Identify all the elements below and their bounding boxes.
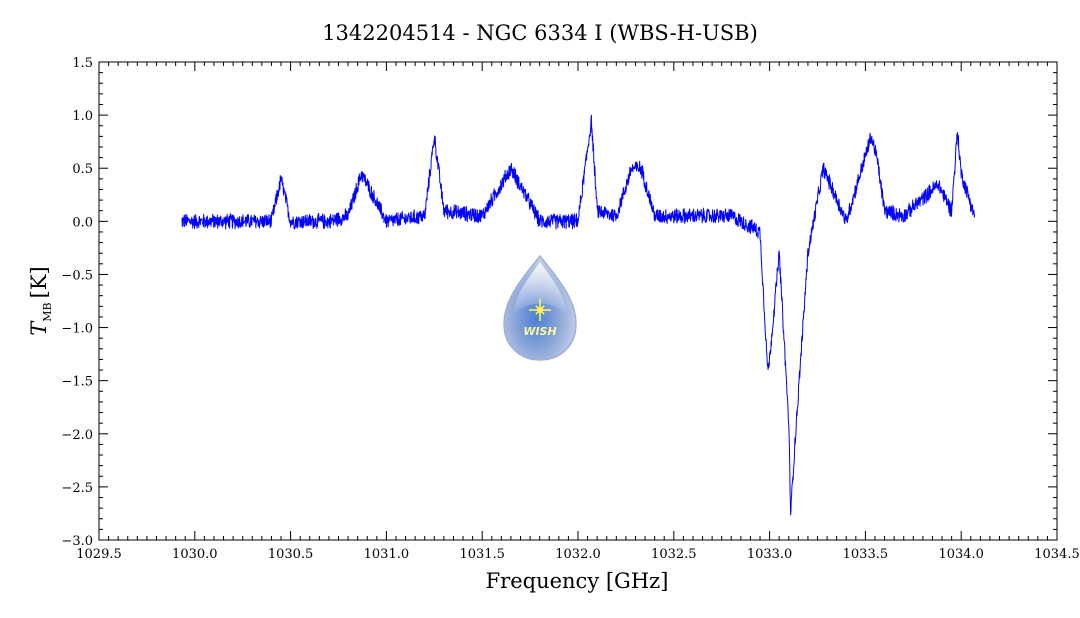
plot-frame <box>98 61 1058 541</box>
y-tick-label: −1.0 <box>61 322 93 337</box>
x-tick-label: 1032.0 <box>555 547 601 562</box>
y-tick-label: −2.0 <box>61 428 93 443</box>
x-axis: 1029.5 1030.0 1030.5 1031.0 1031.5 1032.0 1032… <box>76 62 1080 562</box>
y-axis-label-unit: [K] <box>27 266 51 298</box>
x-tick-label: 1032.5 <box>651 547 697 562</box>
y-axis-label-symbol: T <box>27 320 51 336</box>
y-axis-label-subscript: MB <box>41 302 54 321</box>
x-tick-label: 1034.5 <box>1034 547 1080 562</box>
x-tick-label: 1033.5 <box>843 547 889 562</box>
x-axis-label: Frequency [GHz] <box>486 569 669 593</box>
star-icon <box>529 299 551 321</box>
y-tick-label: −0.5 <box>61 268 93 283</box>
x-tick-label: 1030.5 <box>268 547 314 562</box>
y-tick-label: 1.5 <box>72 56 93 71</box>
svg-text:TMB[K]: TMB [K] <box>27 266 54 335</box>
wish-logo-text: WISH <box>523 325 556 338</box>
x-tick-label: 1030.0 <box>172 547 218 562</box>
y-tick-label: 0.5 <box>72 162 93 177</box>
y-axis: 1.5 1.0 0.5 0.0 −0.5 −1.0 −1.5 −2.0 −2.5 −3.0 <box>61 56 1057 549</box>
y-tick-label: −3.0 <box>61 534 93 549</box>
x-tick-label: 1031.0 <box>364 547 410 562</box>
x-tick-label: 1034.0 <box>938 547 984 562</box>
y-axis-label: TMB [K] <box>27 266 54 335</box>
spectrum-series-line <box>181 114 976 516</box>
y-tick-label: −1.5 <box>61 375 93 390</box>
y-tick-label: 0.0 <box>72 215 93 230</box>
x-tick-label: 1033.0 <box>747 547 793 562</box>
chart-title: 1342204514 - NGC 6334 I (WBS-H-USB) <box>322 21 758 45</box>
y-tick-label: −2.5 <box>61 481 93 496</box>
wish-drop-shine <box>514 262 566 314</box>
wish-logo: WISH <box>503 254 577 361</box>
x-tick-label: 1029.5 <box>76 547 122 562</box>
y-tick-label: 1.0 <box>72 109 93 124</box>
x-tick-label: 1031.5 <box>459 547 505 562</box>
